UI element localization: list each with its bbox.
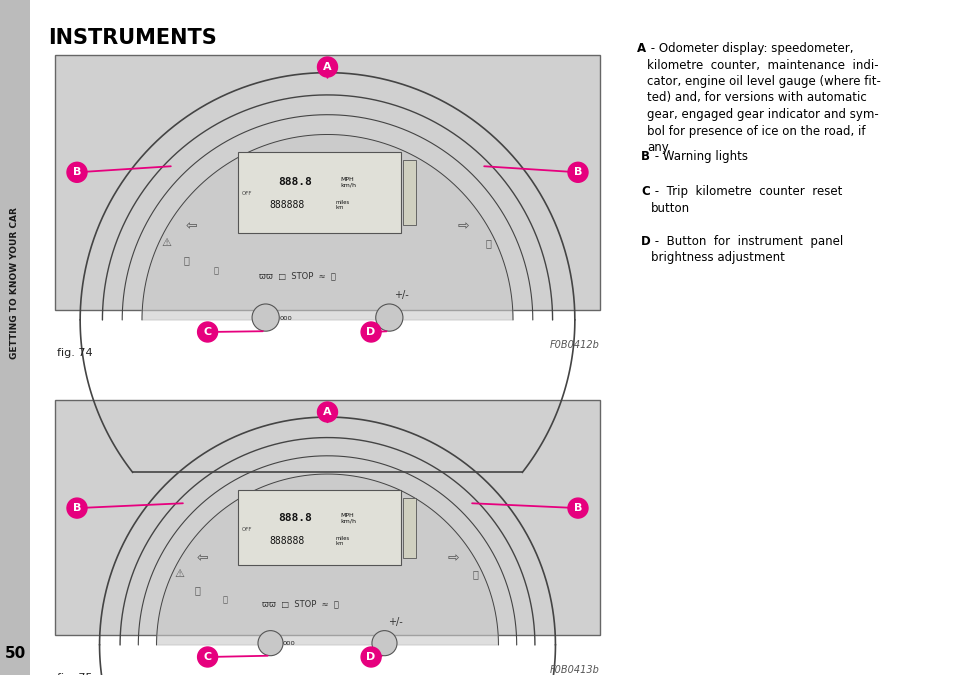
Bar [237, 152, 401, 234]
Bar [403, 160, 416, 225]
Text: B: B [72, 503, 81, 513]
Bar [55, 400, 599, 635]
Text: ϖϖ  □  STOP  ≈  ⓘ: ϖϖ □ STOP ≈ ⓘ [259, 271, 335, 280]
Circle shape [67, 498, 87, 518]
Text: B: B [72, 167, 81, 178]
Text: GETTING TO KNOW YOUR CAR: GETTING TO KNOW YOUR CAR [10, 208, 19, 359]
Circle shape [67, 162, 87, 182]
Text: 🔆: 🔆 [213, 266, 218, 275]
Text: 🔆: 🔆 [194, 585, 200, 595]
Text: C: C [203, 327, 212, 337]
Circle shape [361, 322, 380, 342]
Text: fig. 74: fig. 74 [57, 348, 92, 358]
Text: ⇦: ⇦ [196, 551, 208, 566]
Text: miles
km: miles km [335, 536, 350, 547]
Text: - Odometer display: speedometer,
kilometre  counter,  maintenance  indi-
cator, : - Odometer display: speedometer, kilomet… [646, 42, 880, 154]
Circle shape [197, 647, 217, 667]
Circle shape [252, 304, 279, 331]
Text: ⇨: ⇨ [457, 219, 469, 233]
Text: ooo: ooo [279, 315, 292, 321]
Bar [0, 0, 30, 675]
Polygon shape [156, 474, 497, 645]
Bar [55, 55, 599, 310]
Text: +/-: +/- [388, 617, 403, 627]
Text: 888.8: 888.8 [278, 177, 312, 187]
Text: F0B0412b: F0B0412b [550, 340, 599, 350]
Text: C: C [640, 185, 649, 198]
Text: A: A [637, 42, 645, 55]
Polygon shape [142, 134, 513, 320]
Text: ⚠: ⚠ [162, 238, 172, 248]
Text: OFF: OFF [241, 527, 252, 532]
Text: ϖϖ  □  STOP  ≈  ⓘ: ϖϖ □ STOP ≈ ⓘ [261, 599, 338, 608]
Text: D: D [366, 327, 375, 337]
Text: D: D [640, 235, 650, 248]
Text: 888888: 888888 [269, 200, 304, 210]
Text: F0B0413b: F0B0413b [550, 665, 599, 675]
Text: -  Trip  kilometre  counter  reset
button: - Trip kilometre counter reset button [650, 185, 841, 215]
Text: - Warning lights: - Warning lights [650, 150, 747, 163]
Text: miles
km: miles km [335, 200, 350, 210]
Circle shape [567, 162, 587, 182]
Text: INSTRUMENTS: INSTRUMENTS [48, 28, 216, 48]
Circle shape [361, 647, 380, 667]
Text: ooo: ooo [283, 640, 295, 646]
Text: OFF: OFF [241, 190, 252, 196]
Circle shape [375, 304, 402, 331]
Circle shape [372, 630, 396, 655]
Circle shape [257, 630, 283, 655]
Text: B: B [573, 167, 581, 178]
Text: 🔆: 🔆 [183, 256, 190, 265]
Circle shape [197, 322, 217, 342]
Text: 🔆: 🔆 [222, 595, 227, 604]
Text: +/-: +/- [394, 290, 409, 300]
Text: ⚠: ⚠ [174, 569, 184, 579]
Bar [403, 497, 416, 558]
Text: MPH
km/h: MPH km/h [340, 177, 356, 187]
Text: 888.8: 888.8 [278, 513, 312, 523]
Text: A: A [323, 407, 332, 417]
Text: MPH
km/h: MPH km/h [340, 513, 356, 523]
Text: D: D [366, 652, 375, 662]
Text: A: A [323, 62, 332, 72]
Text: 50: 50 [5, 645, 26, 661]
Text: 🔔: 🔔 [485, 238, 491, 248]
Bar [237, 490, 401, 565]
Text: B: B [573, 503, 581, 513]
Text: C: C [203, 652, 212, 662]
Text: fig. 75: fig. 75 [57, 673, 92, 675]
Text: B: B [640, 150, 649, 163]
Text: -  Button  for  instrument  panel
brightness adjustment: - Button for instrument panel brightness… [650, 235, 842, 265]
Circle shape [317, 402, 337, 422]
Text: ⇦: ⇦ [186, 219, 197, 233]
Circle shape [317, 57, 337, 77]
Text: 888888: 888888 [269, 536, 304, 546]
Text: ⇨: ⇨ [447, 551, 458, 566]
Text: 🔔: 🔔 [473, 569, 478, 579]
Circle shape [567, 498, 587, 518]
